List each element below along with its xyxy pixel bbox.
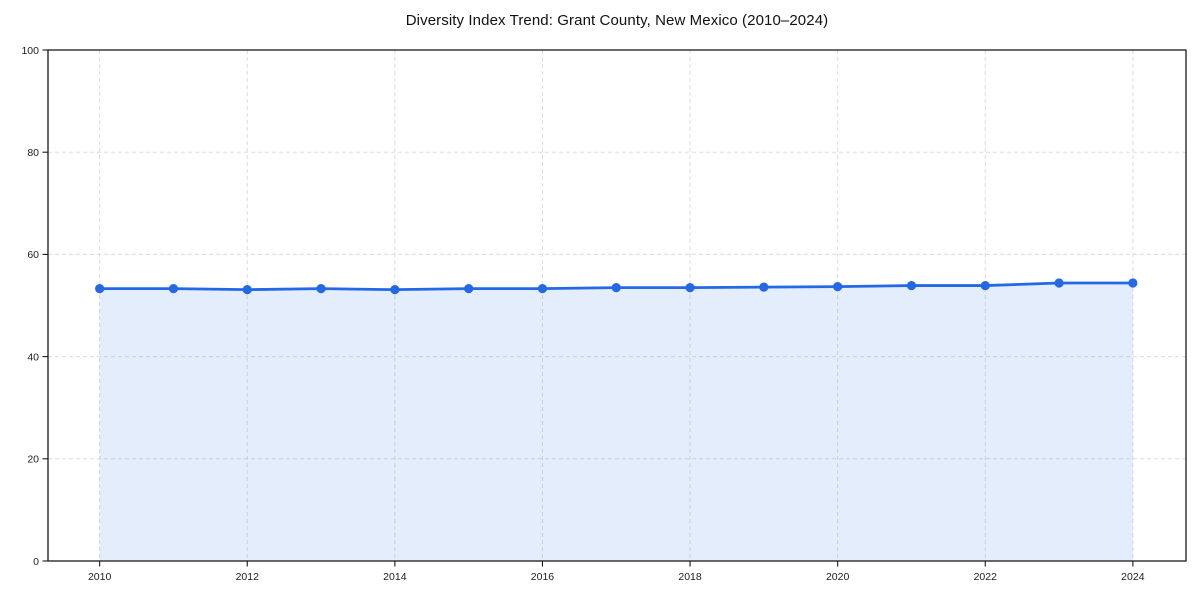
data-point xyxy=(1128,278,1138,288)
data-point xyxy=(906,280,917,291)
y-tick-label: 20 xyxy=(27,454,39,466)
x-tick-label: 2020 xyxy=(826,571,850,583)
data-point xyxy=(95,284,105,294)
data-point xyxy=(980,280,990,291)
data-point xyxy=(316,284,326,294)
data-point xyxy=(537,284,548,294)
y-tick-label: 80 xyxy=(27,147,39,159)
y-tick-label: 60 xyxy=(27,249,39,261)
y-tick-label: 0 xyxy=(33,556,39,568)
x-tick-label: 2016 xyxy=(531,571,555,583)
y-tick-label: 40 xyxy=(27,351,39,363)
data-point xyxy=(464,284,474,294)
data-point xyxy=(833,281,843,292)
x-tick-label: 2018 xyxy=(678,571,702,583)
x-tick-label: 2024 xyxy=(1121,571,1145,583)
data-point xyxy=(759,282,769,292)
axes-border xyxy=(47,49,1187,562)
x-tick-label: 2010 xyxy=(88,571,112,583)
data-point xyxy=(685,283,695,293)
data-point xyxy=(1054,278,1064,288)
chart-title: Diversity Index Trend: Grant County, New… xyxy=(405,12,829,29)
data-point xyxy=(390,285,400,295)
x-tick-label: 2014 xyxy=(383,571,407,583)
data-point xyxy=(168,284,179,294)
y-tick-label: 100 xyxy=(21,45,39,57)
data-point xyxy=(611,283,621,293)
area-fill xyxy=(99,283,1133,561)
x-tick-label: 2022 xyxy=(974,571,998,583)
x-tick-label: 2012 xyxy=(236,571,260,583)
data-point xyxy=(242,285,252,295)
